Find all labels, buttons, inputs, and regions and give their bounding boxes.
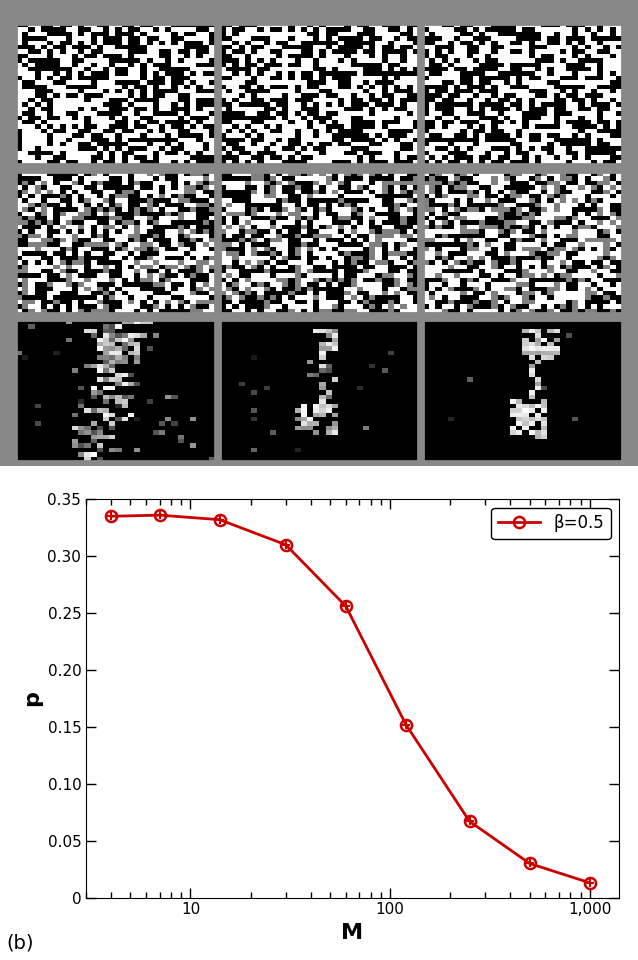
X-axis label: M: M <box>341 923 364 943</box>
Text: (b): (b) <box>6 933 34 952</box>
Y-axis label: p: p <box>22 690 42 707</box>
Legend: β=0.5: β=0.5 <box>491 508 611 539</box>
